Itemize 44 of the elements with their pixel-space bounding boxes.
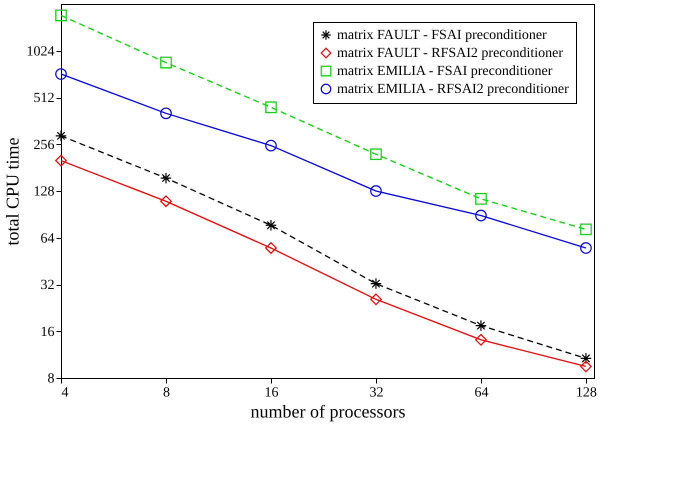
point [265,101,277,114]
point [370,293,382,306]
point [580,242,592,254]
point [265,242,277,254]
y-tick-label: 128 [34,184,54,200]
point [160,172,172,184]
point [580,223,592,236]
x-tick-label: 128 [576,386,597,400]
y-tick-label: 16 [40,324,54,340]
point [475,334,487,346]
point [475,320,487,332]
point [370,278,382,290]
point [160,107,172,120]
legend-label: matrix EMILIA - FSAI preconditioner [337,64,553,79]
legend-label: matrix EMILIA - RFSAI2 preconditioner [337,82,570,97]
x-tick-label: 16 [264,386,278,400]
point [55,68,67,80]
point [475,210,487,222]
x-tick-label: 32 [369,386,384,400]
legend-label: matrix FAULT - FSAI preconditioner [337,28,548,43]
point [580,360,592,372]
point [55,10,67,22]
x-tick-label: 4 [62,386,68,400]
y-axis-title: total CPU time [2,137,22,246]
point [160,195,172,208]
x-tick-label: 8 [162,386,170,400]
point [55,130,67,142]
point [265,140,277,152]
x-tick-label: 64 [474,386,488,400]
point [580,352,592,364]
point [370,148,382,160]
legend-label: matrix FAULT - RFSAI2 preconditioner [337,46,564,61]
x-axis-title: number of processors [250,402,406,422]
point [475,192,487,205]
point [55,154,67,166]
y-tick-label: 256 [34,138,54,153]
y-tick-label: 64 [40,231,54,246]
point [160,56,172,68]
point [370,185,382,197]
y-tick-label: 8 [48,372,54,386]
point [265,219,277,232]
y-tick-label: 1024 [26,44,54,60]
y-tick-label: 512 [34,91,54,106]
y-tick-label: 32 [40,278,54,293]
